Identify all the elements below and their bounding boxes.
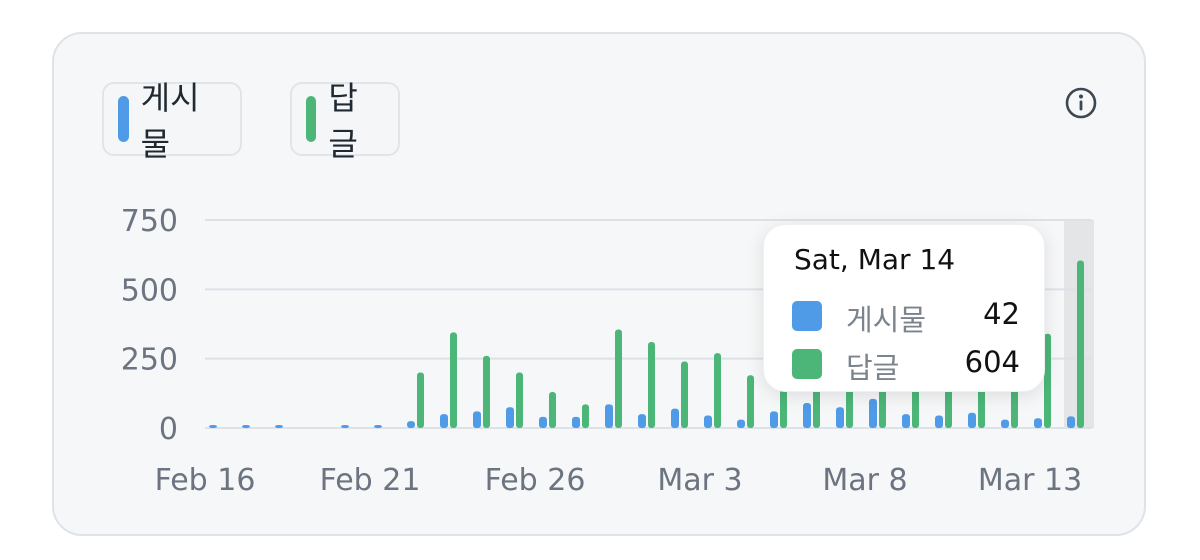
bar-replies[interactable] bbox=[417, 372, 424, 428]
bar-replies[interactable] bbox=[582, 404, 589, 428]
tooltip-label-posts: 게시물 bbox=[846, 303, 927, 337]
tooltip-row-posts: 게시물 42 bbox=[792, 295, 1020, 337]
x-tick-label: Feb 16 bbox=[155, 463, 256, 498]
tooltip-value-replies: 604 bbox=[964, 345, 1020, 379]
tooltip-label-replies: 답글 bbox=[846, 351, 900, 385]
legend-label-posts: 게시물 bbox=[140, 79, 200, 163]
legend-label-replies: 답글 bbox=[328, 79, 358, 163]
bar-replies[interactable] bbox=[483, 355, 490, 428]
bar-posts[interactable] bbox=[1034, 418, 1042, 428]
bar-posts[interactable] bbox=[1067, 416, 1075, 428]
bar-posts[interactable] bbox=[671, 408, 679, 428]
tooltip-swatch-posts bbox=[792, 301, 822, 331]
x-tick-label: Mar 13 bbox=[978, 463, 1082, 498]
bar-posts[interactable] bbox=[341, 425, 349, 428]
bar-replies[interactable] bbox=[813, 389, 820, 428]
tooltip: Sat, Mar 14 게시물 42 답글 604 bbox=[763, 224, 1045, 392]
bar-replies[interactable] bbox=[1077, 260, 1084, 428]
bar-posts[interactable] bbox=[473, 411, 481, 428]
y-tick-label: 500 bbox=[121, 273, 178, 308]
bar-replies[interactable] bbox=[780, 386, 787, 428]
tooltip-date: Sat, Mar 14 bbox=[794, 243, 956, 276]
bar-posts[interactable] bbox=[572, 416, 580, 428]
bar-replies[interactable] bbox=[714, 353, 721, 428]
bar-replies[interactable] bbox=[615, 329, 622, 428]
bar-posts[interactable] bbox=[737, 419, 745, 428]
bar-posts[interactable] bbox=[869, 398, 877, 428]
bar-replies[interactable] bbox=[945, 380, 952, 428]
bar-posts[interactable] bbox=[506, 407, 514, 428]
bar-posts[interactable] bbox=[968, 412, 976, 428]
tooltip-row-replies: 답글 604 bbox=[792, 343, 1020, 385]
bar-posts[interactable] bbox=[275, 425, 283, 428]
bar-posts[interactable] bbox=[704, 415, 712, 428]
info-circle-icon[interactable] bbox=[1064, 86, 1098, 120]
bar-posts[interactable] bbox=[803, 403, 811, 428]
bar-posts[interactable] bbox=[902, 414, 910, 428]
bar-replies[interactable] bbox=[747, 375, 754, 428]
bar-posts[interactable] bbox=[374, 425, 382, 428]
legend-swatch-posts bbox=[118, 96, 129, 142]
legend-item-posts[interactable]: 게시물 bbox=[102, 79, 242, 163]
tooltip-swatch-replies bbox=[792, 349, 822, 379]
legend-item-replies[interactable]: 답글 bbox=[290, 79, 400, 163]
bar-posts[interactable] bbox=[407, 421, 415, 428]
x-tick-label: Mar 3 bbox=[657, 463, 742, 498]
bar-posts[interactable] bbox=[605, 404, 613, 428]
bar-replies[interactable] bbox=[549, 391, 556, 428]
bar-posts[interactable] bbox=[836, 407, 844, 428]
legend-swatch-replies bbox=[306, 96, 317, 142]
bar-posts[interactable] bbox=[935, 415, 943, 428]
bar-posts[interactable] bbox=[770, 411, 778, 428]
bar-replies[interactable] bbox=[516, 372, 523, 428]
bar-replies[interactable] bbox=[1044, 333, 1051, 428]
y-tick-label: 750 bbox=[121, 204, 178, 239]
tooltip-value-posts: 42 bbox=[983, 297, 1020, 331]
bar-posts[interactable] bbox=[209, 425, 217, 428]
bar-posts[interactable] bbox=[1001, 419, 1009, 428]
bar-posts[interactable] bbox=[638, 414, 646, 428]
bar-posts[interactable] bbox=[242, 425, 250, 428]
x-tick-label: Feb 21 bbox=[320, 463, 421, 498]
y-tick-label: 0 bbox=[159, 412, 178, 447]
bar-replies[interactable] bbox=[846, 383, 853, 428]
bar-replies[interactable] bbox=[648, 342, 655, 428]
x-tick-label: Feb 26 bbox=[485, 463, 586, 498]
bar-replies[interactable] bbox=[681, 361, 688, 428]
y-tick-label: 250 bbox=[121, 343, 178, 378]
bar-posts[interactable] bbox=[539, 416, 547, 428]
x-tick-label: Mar 8 bbox=[822, 463, 907, 498]
bar-replies[interactable] bbox=[450, 332, 457, 428]
bar-posts[interactable] bbox=[440, 414, 448, 428]
